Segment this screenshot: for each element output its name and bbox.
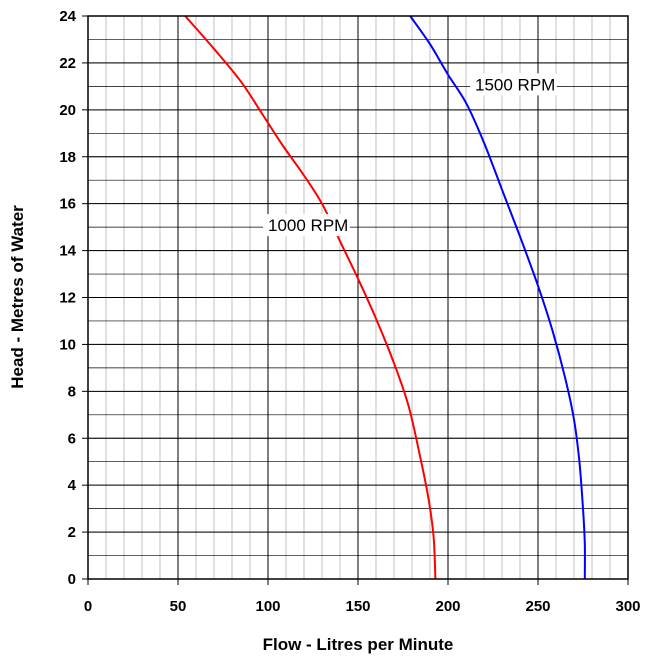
curves (184, 15, 586, 580)
x-tick-label: 150 (345, 598, 370, 615)
y-tick-label: 10 (59, 336, 76, 353)
curve-labels: 1000 RPM 1500 RPM (263, 73, 557, 237)
y-tick-label: 6 (68, 430, 76, 447)
y-axis-title: Head - Metres of Water (8, 205, 27, 389)
x-tick-label: 50 (170, 598, 187, 615)
y-tick-label: 14 (59, 243, 76, 260)
curve-label-bg (263, 214, 350, 237)
y-tick-label: 0 (68, 571, 76, 588)
series-line-1500-rpm (409, 15, 586, 580)
curve-label-bg (470, 73, 557, 96)
x-axis-ticks: 0 50 100 150 200 250 300 (84, 579, 641, 615)
series-line-1000-rpm (184, 15, 437, 580)
y-tick-label: 18 (59, 149, 76, 166)
y-tick-label: 12 (59, 290, 76, 307)
y-tick-label: 16 (59, 196, 76, 213)
y-tick-label: 20 (59, 102, 76, 119)
x-tick-label: 300 (615, 598, 640, 615)
x-axis-title: Flow - Litres per Minute (263, 635, 454, 654)
curve-label-1000-rpm: 1000 RPM (268, 216, 348, 235)
x-tick-label: 200 (435, 598, 460, 615)
y-tick-label: 8 (68, 383, 76, 400)
x-tick-label: 100 (255, 598, 280, 615)
major-grid (87, 15, 629, 580)
y-tick-label: 2 (68, 524, 76, 541)
curve-label-1500-rpm: 1500 RPM (475, 75, 555, 94)
x-tick-label: 0 (84, 598, 92, 615)
y-tick-label: 4 (68, 477, 77, 494)
y-tick-label: 24 (59, 8, 76, 25)
x-tick-label: 250 (525, 598, 550, 615)
y-tick-label: 22 (59, 55, 76, 72)
